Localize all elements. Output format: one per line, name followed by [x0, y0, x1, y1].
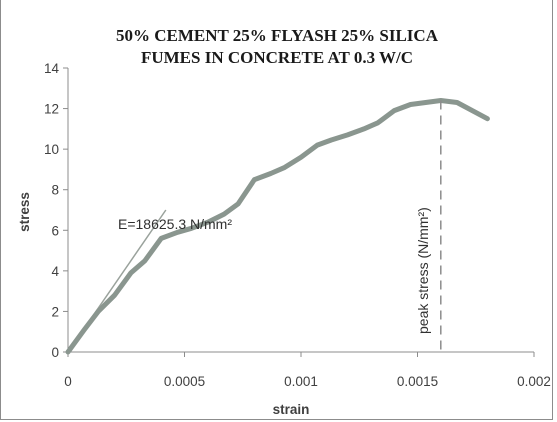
y-tick-label: 10 — [44, 142, 59, 157]
x-axis-ticks: 0 0.0005 0.001 0.0015 0.002 — [64, 352, 551, 389]
y-tick-label: 8 — [51, 183, 59, 198]
x-tick-label: 0.001 — [284, 374, 318, 389]
chart-title-line-2: FUMES IN CONCRETE AT 0.3 W/C — [141, 48, 413, 67]
y-tick-label: 12 — [44, 102, 59, 117]
modulus-annotation: E=18625.3 N/mm² — [118, 216, 232, 232]
x-tick-label: 0 — [64, 374, 72, 389]
y-axis-ticks: 0 2 4 6 8 10 12 14 — [44, 61, 68, 360]
y-tick-label: 6 — [51, 223, 59, 238]
y-tick-label: 2 — [51, 304, 59, 319]
x-axis-label: strain — [273, 402, 310, 417]
y-tick-label: 0 — [51, 345, 59, 360]
chart-title-line-1: 50% CEMENT 25% FLYASH 25% SILICA — [116, 26, 439, 45]
y-axis-label: stress — [17, 192, 32, 232]
stress-strain-series-line — [65, 98, 490, 355]
y-tick-label: 4 — [51, 264, 59, 279]
y-tick-label: 14 — [44, 61, 60, 76]
x-tick-label: 0.0015 — [397, 374, 438, 389]
x-tick-label: 0.002 — [517, 374, 551, 389]
peak-stress-annotation: peak stress (N/mm²) — [415, 207, 431, 334]
x-tick-label: 0.0005 — [164, 374, 205, 389]
